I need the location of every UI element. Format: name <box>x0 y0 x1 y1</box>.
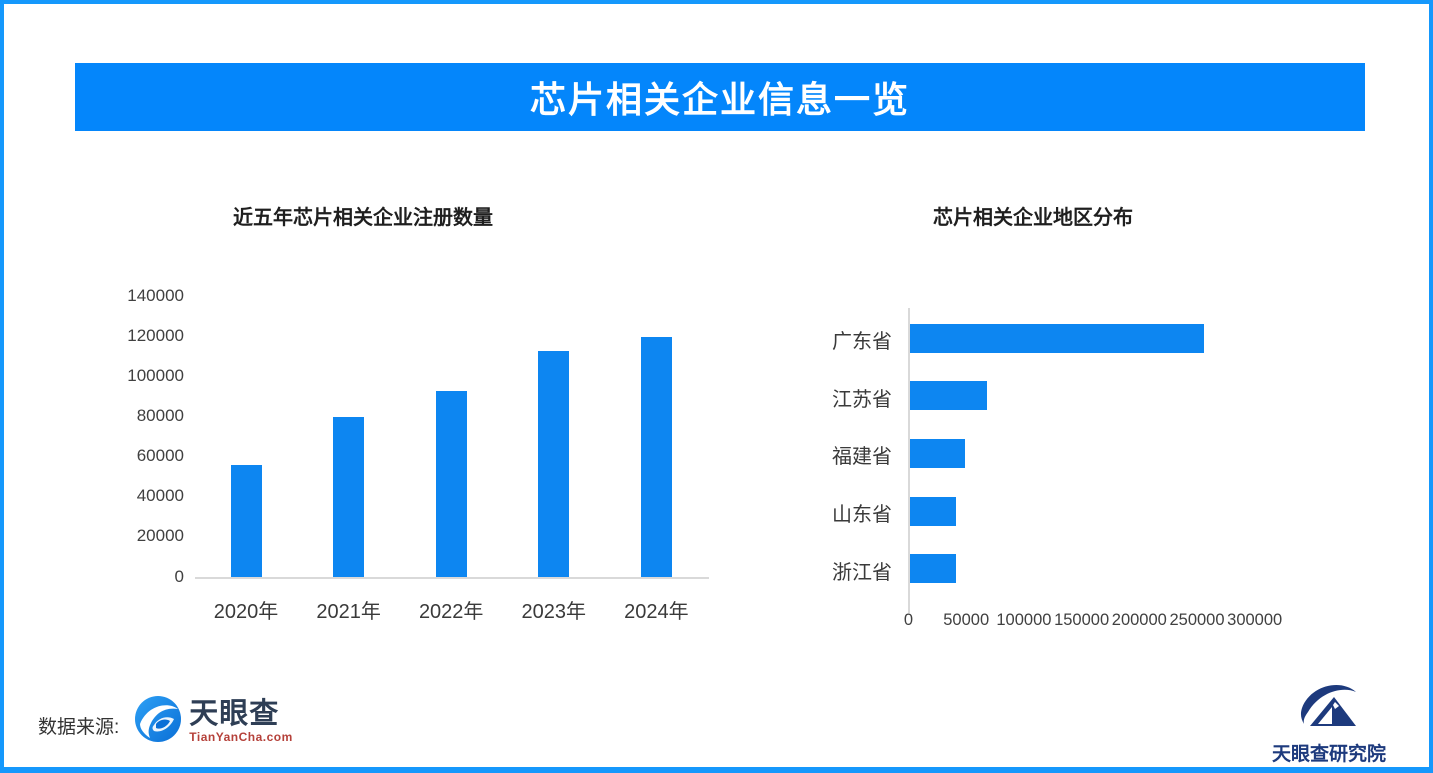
y-axis-tick-label: 80000 <box>136 405 184 425</box>
institute-swoosh-icon <box>1298 680 1360 735</box>
institute-logo: 天眼查研究院 <box>1266 680 1392 766</box>
tianyancha-logo: 天眼查 TianYanCha.com <box>133 694 292 749</box>
bar-山东省 <box>909 496 956 526</box>
institute-name: 天眼查研究院 <box>1271 744 1386 765</box>
y-axis-category-label: 浙江省 <box>832 561 892 584</box>
y-axis-category-label: 江苏省 <box>832 388 892 411</box>
bar-广东省 <box>909 323 1204 353</box>
bar-2024年 <box>640 336 672 578</box>
y-axis-tick-label: 100000 <box>127 365 184 385</box>
y-axis-tick-label: 60000 <box>136 446 184 466</box>
y-axis-tick-label: 40000 <box>136 486 184 506</box>
x-axis-category-label: 2024年 <box>624 601 689 623</box>
x-axis-category-label: 2022年 <box>418 601 484 623</box>
y-axis-line <box>907 308 910 613</box>
header-banner: 芯片相关企业信息一览 <box>75 63 1365 131</box>
tianyancha-name: 天眼查 <box>189 697 280 730</box>
x-axis-tick-label: 50000 <box>943 611 990 629</box>
tianyancha-eye-icon <box>133 694 183 749</box>
data-source-block: 数据来源: 天眼查 TianYanCha.com <box>38 690 293 752</box>
page-title: 芯片相关企业信息一览 <box>529 79 910 120</box>
y-axis-tick-label: 140000 <box>127 285 184 305</box>
x-axis-tick-label: 0 <box>903 611 914 629</box>
bar-2022年 <box>435 390 467 578</box>
tianyancha-wordmark: 天眼查 TianYanCha.com <box>189 697 293 744</box>
right-chart-title: 芯片相关企业地区分布 <box>933 207 1133 229</box>
tianyancha-domain: TianYanCha.com <box>189 729 293 744</box>
x-axis-line <box>195 576 709 579</box>
bar-2020年 <box>230 465 262 578</box>
x-axis-tick-label: 150000 <box>1054 611 1110 629</box>
y-axis-tick-label: 0 <box>174 566 184 586</box>
bar-江苏省 <box>909 381 987 411</box>
bar-2021年 <box>333 416 365 578</box>
x-axis-tick-label: 200000 <box>1111 611 1167 629</box>
left-chart-title: 近五年芯片相关企业注册数量 <box>233 207 493 229</box>
x-axis-tick-label: 100000 <box>996 611 1052 629</box>
x-axis-category-label: 2020年 <box>213 601 279 623</box>
y-axis-tick-label: 120000 <box>127 325 184 345</box>
x-axis-tick-label: 300000 <box>1227 611 1283 629</box>
x-axis-tick-label: 250000 <box>1169 611 1225 629</box>
x-axis-category-label: 2023年 <box>521 601 587 623</box>
bar-浙江省 <box>909 554 956 584</box>
y-axis-tick-label: 20000 <box>136 526 184 546</box>
bar-2023年 <box>538 350 570 578</box>
y-axis-category-label: 福建省 <box>832 446 892 469</box>
y-axis-category-label: 广东省 <box>832 331 892 353</box>
data-source-label: 数据来源: <box>38 716 120 738</box>
y-axis-category-label: 山东省 <box>832 504 892 527</box>
x-axis-category-label: 2021年 <box>316 601 381 623</box>
bar-福建省 <box>909 438 965 468</box>
